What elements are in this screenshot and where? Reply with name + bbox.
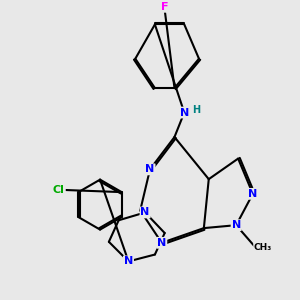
Text: N: N: [140, 207, 150, 218]
Text: N: N: [180, 108, 189, 118]
Text: Cl: Cl: [53, 185, 65, 195]
Text: N: N: [248, 189, 257, 199]
Text: N: N: [232, 220, 241, 230]
Text: CH₃: CH₃: [254, 243, 272, 252]
Text: N: N: [146, 164, 154, 174]
Text: F: F: [161, 2, 168, 12]
Text: N: N: [157, 238, 167, 248]
Text: N: N: [124, 256, 133, 266]
Text: H: H: [192, 105, 200, 115]
